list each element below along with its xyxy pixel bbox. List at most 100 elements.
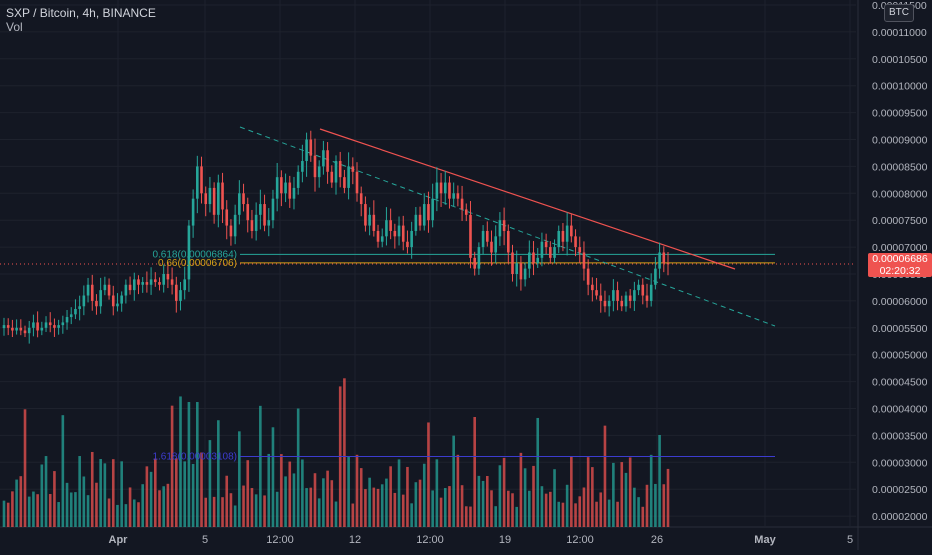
- volume-label[interactable]: Vol: [6, 20, 23, 34]
- volume-bar: [406, 466, 409, 527]
- volume-bar: [645, 484, 649, 527]
- candle-body: [364, 204, 367, 226]
- volume-bar: [654, 483, 657, 527]
- candles: [2, 130, 670, 344]
- candle-body: [296, 171, 300, 188]
- volume-bar: [364, 489, 367, 527]
- candle-body: [502, 220, 506, 231]
- last-price-tag: 0.00006686 02:20:32: [868, 253, 932, 277]
- volume-bar: [439, 497, 443, 527]
- fib-level-label: 0.66(0.00006706): [158, 258, 237, 269]
- candle-body: [99, 290, 102, 307]
- volume-bar: [393, 492, 397, 527]
- price-tick-label: 0.00010000: [872, 81, 928, 93]
- candle-body: [591, 284, 594, 291]
- volume-bar: [574, 503, 577, 527]
- candle-body: [456, 193, 460, 199]
- candle-body: [301, 161, 304, 172]
- candle-body: [397, 225, 401, 237]
- candle-body: [351, 166, 355, 172]
- candle-body: [372, 214, 376, 231]
- symbol-title[interactable]: SXP / Bitcoin, 4h, BINANCE: [6, 6, 156, 20]
- volume-bar: [229, 493, 233, 527]
- candle-body: [259, 204, 262, 215]
- volume-bar: [99, 459, 102, 527]
- volume-bar: [368, 477, 371, 527]
- volume-bar: [137, 502, 140, 527]
- volume-bar: [330, 480, 334, 527]
- volume-bar: [448, 486, 451, 527]
- currency-badge[interactable]: BTC: [884, 4, 914, 22]
- volume-bar: [82, 476, 86, 527]
- candle-body: [204, 193, 208, 205]
- candle-body: [250, 220, 254, 231]
- candle-body: [490, 241, 493, 253]
- price-tick-label: 0.00005000: [872, 350, 928, 362]
- candle-body: [477, 247, 481, 269]
- candle-body: [574, 236, 577, 248]
- candle-body: [36, 322, 39, 331]
- volume-bar: [170, 405, 174, 527]
- volume-bar: [301, 459, 304, 527]
- candle-body: [448, 182, 451, 199]
- candle-body: [284, 182, 287, 194]
- candle-body: [233, 214, 237, 237]
- candle-body: [27, 327, 31, 334]
- candle-body: [124, 284, 128, 296]
- candle-body: [649, 284, 653, 301]
- candle-body: [473, 257, 476, 269]
- volume-bar: [603, 425, 607, 527]
- volume-bar: [61, 415, 65, 527]
- volume-bar: [221, 497, 224, 527]
- candle-body: [603, 300, 607, 307]
- volume-bar: [544, 493, 548, 527]
- candle-body: [532, 252, 535, 264]
- candle-body: [267, 220, 271, 226]
- volume-bar: [347, 456, 350, 527]
- volume-bar: [132, 499, 136, 527]
- volume-bar: [204, 497, 208, 527]
- volume-bar: [586, 457, 590, 527]
- candle-body: [208, 187, 212, 205]
- volume-bar: [414, 482, 418, 527]
- candle-body: [334, 161, 338, 183]
- volume-bar: [599, 492, 603, 527]
- volume-bar: [275, 491, 279, 527]
- volume-bar: [292, 473, 296, 527]
- candle-body: [74, 308, 77, 315]
- candle-body: [595, 290, 598, 296]
- volume-bar: [145, 466, 149, 527]
- candle-body: [40, 327, 44, 331]
- volume-bar: [431, 490, 434, 527]
- volume-bar: [582, 487, 586, 527]
- volume-bar: [90, 451, 94, 527]
- candle-body: [612, 290, 615, 301]
- candle-body: [641, 284, 645, 296]
- volume-bar: [532, 465, 535, 527]
- candle-body: [406, 241, 409, 248]
- volume-bar: [485, 475, 489, 527]
- volume-bar: [502, 457, 506, 527]
- candle-body: [414, 214, 418, 231]
- time-tick-label: May: [754, 534, 776, 546]
- candle-body: [175, 284, 178, 301]
- price-tick-label: 0.00005500: [872, 323, 928, 335]
- channel-trendline: [239, 126, 776, 327]
- volume-bar: [246, 460, 250, 527]
- candle-body: [570, 225, 573, 237]
- volume-bar: [317, 498, 321, 527]
- volume-bar: [649, 454, 653, 527]
- candle-body: [221, 182, 224, 210]
- price-tick-label: 0.00002500: [872, 484, 928, 496]
- candle-body: [309, 139, 313, 156]
- candle-body: [519, 263, 523, 280]
- candle-body: [313, 155, 317, 178]
- candle-body: [288, 182, 292, 199]
- volume-bar: [27, 496, 31, 527]
- price-tick-label: 0.00009000: [872, 135, 928, 147]
- candle-body: [19, 327, 23, 331]
- candle-body: [153, 279, 157, 283]
